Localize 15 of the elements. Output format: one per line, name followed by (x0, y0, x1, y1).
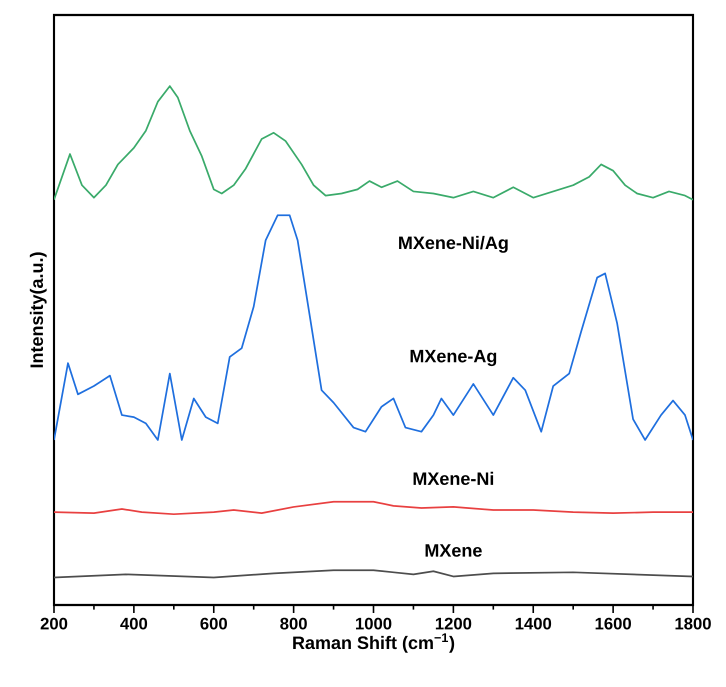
x-tick-label: 200 (40, 618, 68, 630)
series-label: MXene (426, 544, 482, 557)
x-tick-label: 400 (120, 618, 148, 630)
series-label: MXene-Ni (414, 472, 494, 485)
text: MXene-Ni/Ag (399, 236, 508, 253)
x-tick-label: 1200 (436, 618, 472, 630)
x-tick-label: 1000 (356, 618, 392, 630)
x-axis-title: Raman Shift (cm$^{−1}$) (293, 633, 454, 653)
x-tick-label: 600 (200, 618, 227, 630)
x-tick-label: 800 (280, 618, 307, 630)
y-axis-title: Intensity(a.u.) (30, 252, 47, 368)
series-label: MXene-Ag (410, 350, 496, 366)
x-tick-label: 1600 (596, 618, 631, 630)
x-tick-label: 1400 (516, 618, 552, 630)
x-tick-label: 1800 (676, 618, 711, 630)
